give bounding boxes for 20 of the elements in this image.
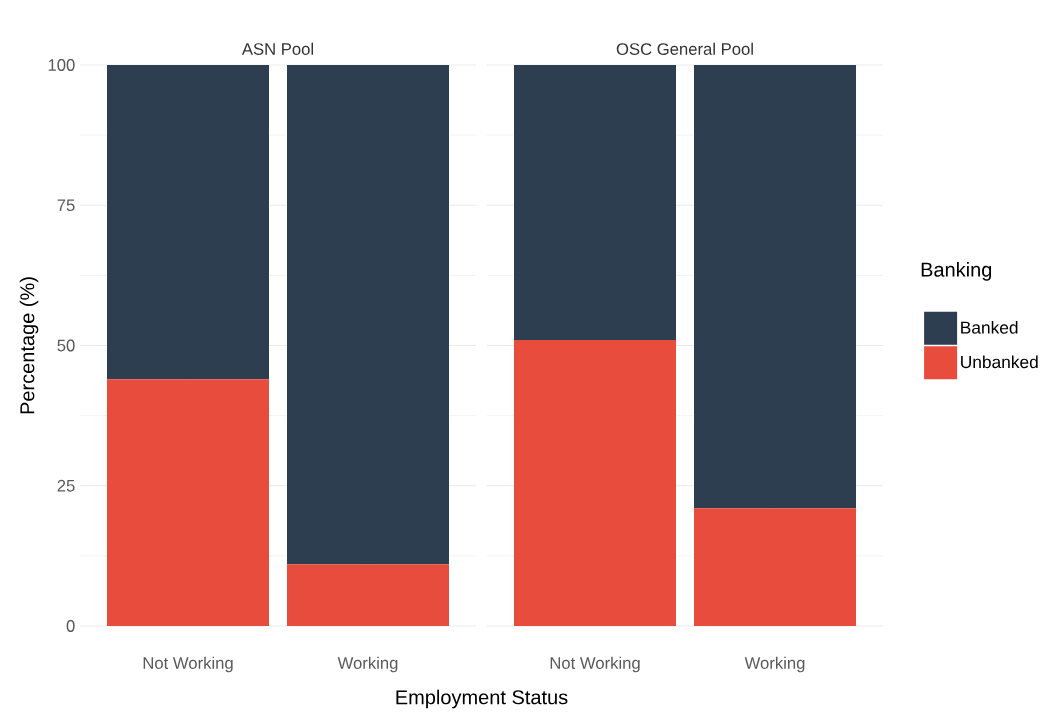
legend-label: Banked (961, 321, 1018, 334)
y-tick-label: 100 (48, 59, 75, 72)
x-tick-label: Not Working (550, 656, 640, 673)
y-tick-label: 75 (57, 199, 75, 212)
bar (287, 65, 449, 565)
bar (107, 65, 269, 380)
y-tick-label: 25 (57, 479, 75, 492)
chart-title: ASN Pool (241, 42, 313, 56)
x-tick-label: Not Working (143, 656, 233, 673)
x-tick-label: Working (337, 656, 398, 673)
y-tick-label: 50 (57, 339, 75, 352)
chart-title: OSC General Pool (616, 42, 753, 56)
bar (107, 379, 269, 627)
legend-title: Banking (921, 262, 992, 281)
y-tick-label: 0 (66, 620, 75, 633)
y-axis-title: Percentage (%) (19, 277, 39, 414)
x-tick-label: Working (744, 656, 805, 673)
bar (287, 564, 449, 627)
legend-label: Unbanked (961, 355, 1038, 369)
x-axis-title: Employment Status (396, 689, 568, 709)
